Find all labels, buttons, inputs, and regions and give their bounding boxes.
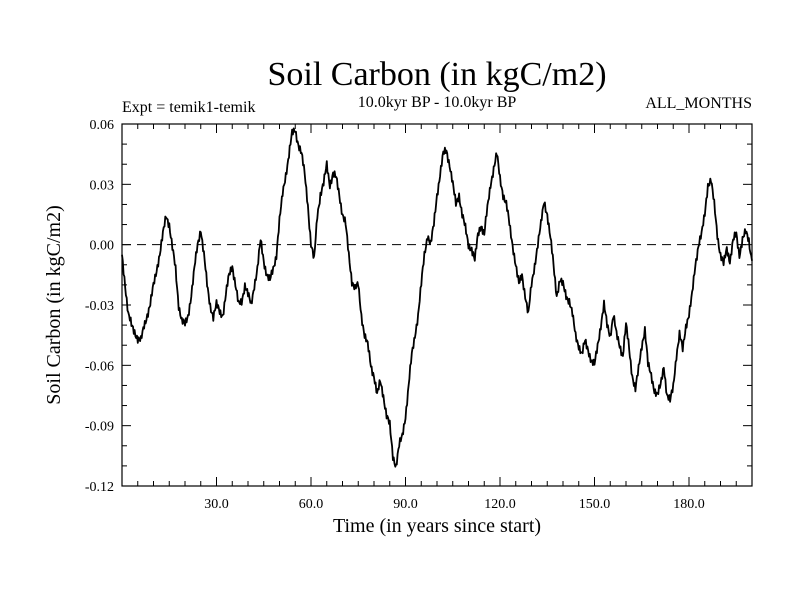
x-tick-label: 60.0 bbox=[299, 497, 324, 512]
soil-carbon-series-line bbox=[121, 127, 753, 468]
y-tick-label: -0.09 bbox=[85, 420, 114, 435]
x-tick-label: 30.0 bbox=[204, 497, 229, 512]
y-tick-label: 0.06 bbox=[90, 118, 115, 133]
x-tick-label: 120.0 bbox=[484, 497, 516, 512]
y-tick-label: -0.06 bbox=[85, 359, 114, 374]
experiment-label: Expt = temik1-temik bbox=[122, 99, 255, 116]
x-tick-label: 180.0 bbox=[673, 497, 705, 512]
y-tick-labels: 0.06 0.03 0.00 -0.03 -0.06 -0.09 -0.12 bbox=[85, 118, 114, 495]
y-tick-label: -0.12 bbox=[85, 480, 114, 495]
x-tick-label: 150.0 bbox=[579, 497, 611, 512]
x-axis-label: Time (in years since start) bbox=[333, 515, 541, 537]
y-axis-label: Soil Carbon (in kgC/m2) bbox=[43, 205, 65, 404]
period-label: 10.0kyr BP - 10.0kyr BP bbox=[358, 94, 517, 111]
chart-title: Soil Carbon (in kgC/m2) bbox=[267, 56, 606, 93]
y-tick-label: -0.03 bbox=[85, 299, 114, 314]
months-label: ALL_MONTHS bbox=[645, 95, 752, 112]
x-tick-label: 90.0 bbox=[393, 497, 418, 512]
y-tick-label: 0.00 bbox=[90, 239, 115, 254]
x-tick-labels: 30.0 60.0 90.0 120.0 150.0 180.0 bbox=[204, 497, 705, 512]
y-tick-label: 0.03 bbox=[90, 178, 115, 193]
